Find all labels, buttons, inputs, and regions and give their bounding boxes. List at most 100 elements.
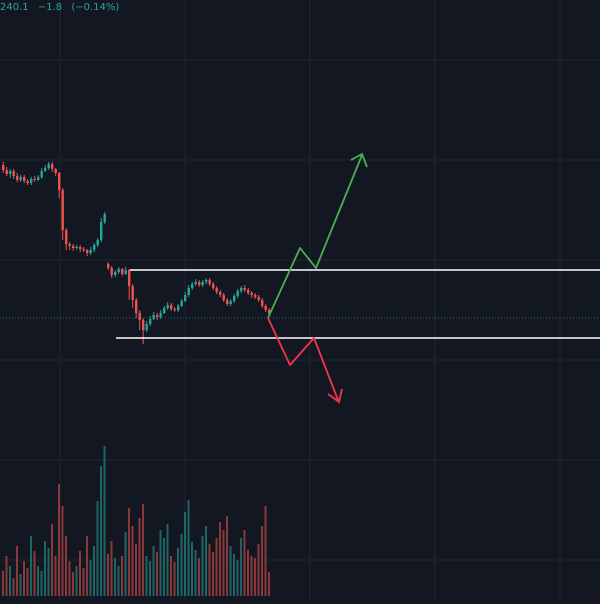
volume-bar (40, 571, 43, 596)
candle (2, 162, 5, 173)
volume-bar (194, 550, 197, 596)
volume-bar (226, 516, 228, 596)
candle (117, 267, 120, 274)
candle (5, 167, 8, 176)
volume-bar (240, 538, 242, 596)
volume-bar (233, 554, 235, 596)
volume-bar (103, 446, 106, 596)
volume-bar (93, 546, 95, 596)
candle (243, 285, 246, 292)
candle (156, 313, 159, 320)
volume-bar (54, 556, 57, 596)
candle (254, 293, 257, 299)
candle (37, 175, 40, 181)
volume-bar (47, 548, 50, 596)
bearish-arrowhead (327, 388, 343, 404)
candle (180, 299, 183, 307)
candle (142, 318, 145, 344)
candle (170, 303, 173, 311)
volume-bar (156, 552, 158, 596)
volume-bar (124, 532, 127, 596)
volume-bar (257, 544, 260, 596)
candle (208, 278, 211, 286)
candle (236, 289, 239, 298)
volume-bar (9, 566, 11, 596)
candle (152, 312, 155, 320)
support-resistance-levels[interactable] (0, 269, 600, 339)
candle (257, 295, 260, 302)
volume-bar (12, 578, 15, 596)
bearish-arrow-path[interactable] (267, 317, 339, 401)
volume-bar (51, 524, 53, 596)
volume-bar (201, 536, 204, 596)
volume-bar (236, 560, 239, 596)
volume-bar (166, 524, 169, 596)
candle (212, 282, 215, 290)
candle (229, 299, 232, 306)
volume-bar (215, 538, 218, 596)
candle (128, 269, 131, 300)
candle (33, 176, 36, 182)
candle (114, 270, 117, 277)
volume-bar (184, 512, 186, 596)
volume-bar (89, 560, 92, 596)
volume-bar (68, 561, 71, 596)
candle (215, 286, 218, 294)
volume-bar (79, 551, 81, 596)
volume-bar (219, 522, 221, 596)
volume-bar (26, 568, 29, 596)
volume-bar (33, 551, 36, 596)
volume-bar (170, 556, 172, 596)
projection-arrows[interactable] (267, 152, 368, 404)
volume-bar (254, 558, 256, 596)
candle (12, 169, 15, 179)
candle (247, 288, 250, 295)
bullish-arrowhead (350, 152, 368, 168)
candle (16, 173, 19, 182)
candle (222, 293, 225, 302)
bullish-arrow-path[interactable] (267, 154, 363, 319)
candle (65, 228, 68, 250)
candle (72, 244, 75, 251)
volume-bar (107, 554, 109, 596)
volume-bar (37, 566, 39, 596)
candle (191, 282, 194, 290)
candle (184, 292, 187, 302)
candle (19, 175, 22, 182)
candle (198, 280, 201, 287)
volume-bar (191, 542, 193, 596)
volume-bar (121, 556, 123, 596)
candle (219, 290, 222, 297)
last-price: 240.1 (0, 2, 29, 13)
volume-bar (229, 546, 232, 596)
price-change: −1.8 (37, 2, 63, 13)
candle (103, 212, 106, 224)
volume-bar (131, 526, 134, 596)
candle (159, 310, 162, 319)
volume-bar (205, 526, 207, 596)
volume-bar (145, 556, 148, 596)
candle (100, 218, 103, 242)
volume-bar (2, 571, 4, 596)
volume-bar (75, 566, 78, 596)
candle (135, 298, 138, 318)
volume-bar (268, 572, 270, 596)
candle (82, 247, 85, 252)
candle (205, 278, 208, 284)
volume-bar (30, 536, 32, 596)
candle (166, 302, 169, 310)
volume-bar (250, 556, 253, 596)
candle (75, 245, 78, 250)
volume-bar (61, 506, 64, 596)
candle (79, 245, 82, 252)
volume-bar (128, 508, 130, 596)
candle (89, 247, 92, 255)
candle (250, 291, 253, 298)
candle (107, 262, 110, 270)
volume-bars (2, 446, 270, 596)
candle (177, 304, 180, 312)
volume-bar (96, 501, 99, 596)
